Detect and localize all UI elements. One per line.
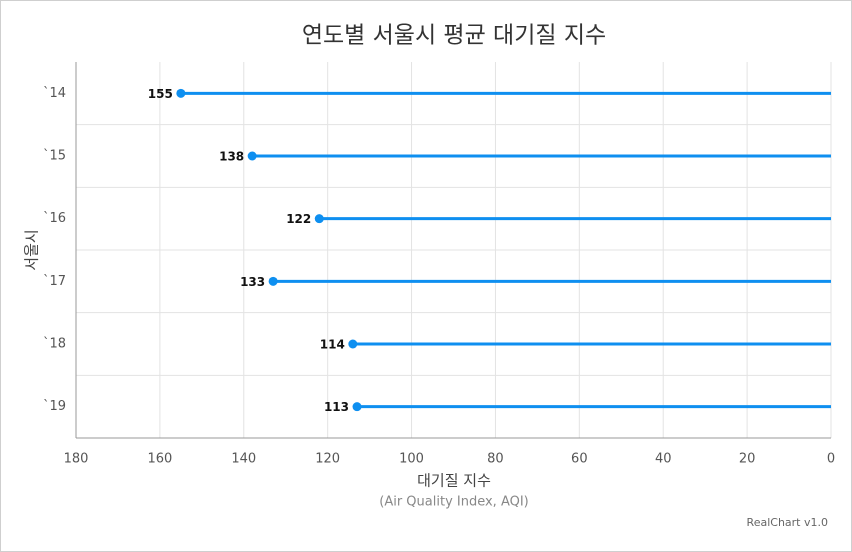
y-tick-label: `19 xyxy=(43,399,66,414)
data-label: 122 xyxy=(286,212,311,226)
x-tick-label: 180 xyxy=(64,452,89,467)
x-tick-label: 100 xyxy=(399,452,424,467)
data-label: 113 xyxy=(324,400,349,414)
x-tick-label: 120 xyxy=(315,452,340,467)
x-tick-label: 160 xyxy=(147,452,172,467)
x-axis-title: 대기질 지수 xyxy=(417,472,491,490)
lollipop-dot xyxy=(352,402,362,412)
data-label: 155 xyxy=(148,87,173,101)
data-label: 133 xyxy=(240,275,265,289)
lollipop-dot xyxy=(268,276,278,286)
y-tick-label: `17 xyxy=(43,274,66,289)
x-axis-subtitle: (Air Quality Index, AQI) xyxy=(379,495,529,510)
y-tick-label: `14 xyxy=(43,86,66,101)
x-tick-label: 40 xyxy=(655,452,672,467)
x-tick-label: 140 xyxy=(231,452,256,467)
y-axis-title: 서울시 xyxy=(23,229,41,270)
data-label: 114 xyxy=(320,338,345,352)
chart-title: 연도별 서울시 평균 대기질 지수 xyxy=(302,23,606,49)
lollipop-dot xyxy=(176,88,186,98)
x-tick-label: 0 xyxy=(827,452,835,467)
y-tick-label: `18 xyxy=(43,337,66,352)
x-tick-label: 80 xyxy=(487,452,504,467)
lollipop-dot xyxy=(314,214,324,224)
x-tick-label: 20 xyxy=(739,452,756,467)
lollipop-dot xyxy=(247,151,257,161)
x-tick-label: 60 xyxy=(571,452,588,467)
data-label: 138 xyxy=(219,150,244,164)
y-tick-label: `15 xyxy=(43,149,66,164)
lollipop-dot xyxy=(348,339,358,349)
y-tick-label: `16 xyxy=(43,211,66,226)
credit: RealChart v1.0 xyxy=(747,516,828,529)
